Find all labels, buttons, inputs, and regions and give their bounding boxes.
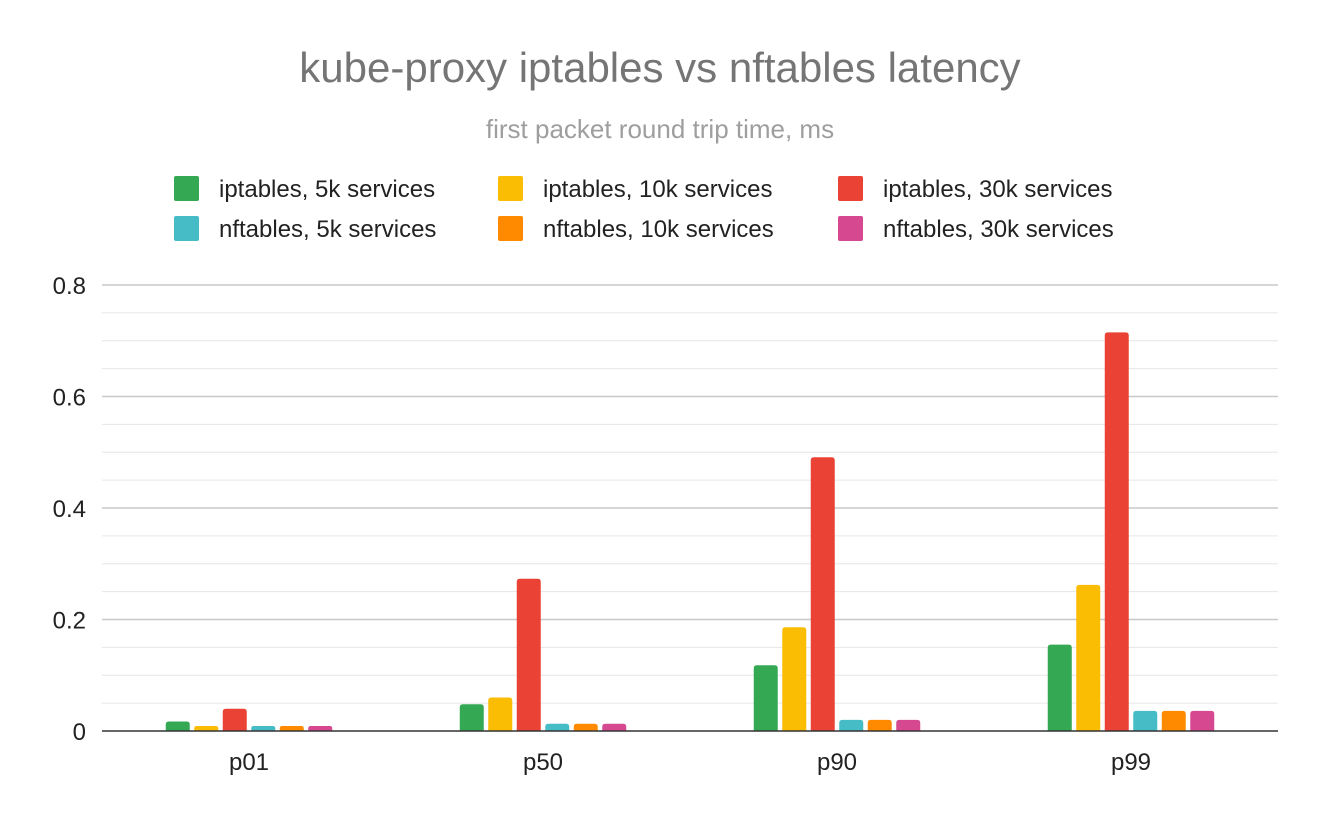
bar-nftables-10k-services-p50 [573, 723, 598, 731]
x-tick-label-p90: p90 [817, 749, 857, 776]
legend-swatch-nftables-30k-services [838, 216, 863, 241]
bar-iptables-10k-services-p90 [782, 627, 807, 731]
bar-iptables-5k-services-p90 [753, 665, 778, 731]
legend: iptables, 5k services iptables, 10k servi… [174, 176, 1114, 243]
legend-swatch-nftables-10k-services [498, 216, 523, 241]
bar-iptables-5k-services-p01 [165, 721, 190, 731]
bar-iptables-30k-services-p50 [516, 578, 541, 731]
y-axis: 0 0.2 0.4 0.6 0.8 [53, 273, 86, 746]
bar-nftables-5k-services-p01 [251, 725, 276, 731]
legend-label-nftables-10k-services: nftables, 10k services [543, 216, 774, 243]
x-axis: p01 p50 p90 p99 [229, 749, 1151, 776]
y-tick-label: 0.8 [53, 273, 86, 300]
gridlines [102, 284, 1278, 704]
bar-nftables-10k-services-p99 [1161, 710, 1186, 731]
bar-iptables-30k-services-p90 [810, 457, 835, 731]
x-tick-label-p50: p50 [523, 749, 563, 776]
bar-iptables-30k-services-p01 [222, 708, 247, 731]
legend-swatch-iptables-5k-services [174, 176, 199, 201]
bar-iptables-10k-services-p01 [194, 725, 219, 731]
bar-nftables-30k-services-p90 [896, 719, 921, 731]
y-tick-label: 0.4 [53, 496, 86, 523]
bar-nftables-5k-services-p99 [1133, 710, 1158, 731]
bar-nftables-10k-services-p90 [867, 719, 892, 731]
bars [165, 332, 1215, 731]
legend-label-nftables-5k-services: nftables, 5k services [219, 216, 436, 243]
bar-nftables-30k-services-p99 [1190, 710, 1215, 731]
bar-iptables-10k-services-p50 [488, 697, 513, 731]
y-tick-label: 0 [73, 719, 86, 746]
x-tick-label-p01: p01 [229, 749, 269, 776]
bar-nftables-10k-services-p01 [279, 725, 304, 731]
bar-nftables-30k-services-p50 [602, 723, 627, 731]
chart-subtitle: first packet round trip time, ms [486, 114, 834, 144]
legend-label-iptables-30k-services: iptables, 30k services [883, 176, 1112, 203]
bar-iptables-5k-services-p50 [459, 704, 484, 731]
y-tick-label: 0.6 [53, 385, 86, 412]
x-tick-label-p99: p99 [1111, 749, 1151, 776]
legend-label-iptables-10k-services: iptables, 10k services [543, 176, 772, 203]
bar-nftables-30k-services-p01 [308, 725, 333, 731]
legend-label-iptables-5k-services: iptables, 5k services [219, 176, 435, 203]
legend-swatch-nftables-5k-services [174, 216, 199, 241]
legend-swatch-iptables-30k-services [838, 176, 863, 201]
bar-iptables-30k-services-p99 [1104, 332, 1129, 731]
bar-nftables-5k-services-p90 [839, 719, 864, 731]
chart-title: kube-proxy iptables vs nftables latency [299, 44, 1020, 91]
legend-swatch-iptables-10k-services [498, 176, 523, 201]
bar-iptables-10k-services-p99 [1076, 584, 1101, 731]
bar-nftables-5k-services-p50 [545, 723, 570, 731]
bar-iptables-5k-services-p99 [1047, 644, 1072, 731]
y-tick-label: 0.2 [53, 608, 86, 635]
legend-label-nftables-30k-services: nftables, 30k services [883, 216, 1114, 243]
